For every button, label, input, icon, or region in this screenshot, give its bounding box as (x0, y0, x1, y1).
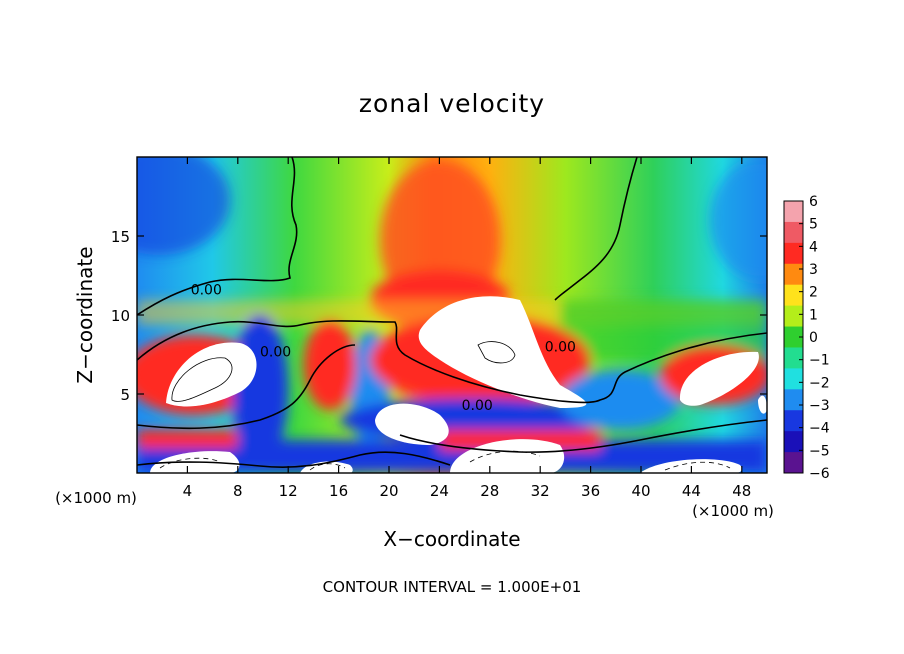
colorbar-segment (784, 242, 803, 265)
colorbar-tick-label: −3 (809, 398, 830, 414)
y-tick-label: 15 (111, 228, 130, 246)
x-tick-label: 20 (379, 482, 398, 500)
x-tick-label: 32 (531, 482, 550, 500)
colorbar-tick-label: 2 (809, 285, 818, 301)
colorbar-tick-label: 3 (809, 262, 818, 278)
x-tick-label: 4 (183, 482, 193, 500)
colorbar-segment (784, 326, 803, 348)
colorbar-segment (784, 389, 803, 411)
contour-label: 0.00 (462, 398, 493, 414)
contour-interval-note: CONTOUR INTERVAL = 1.000E+01 (323, 578, 582, 596)
colorbar-tick-label: 1 (809, 307, 818, 323)
x-unit-right: (×1000 m) (692, 502, 774, 520)
x-axis-ticks: 4 8 12 16 20 24 28 32 36 40 44 48 (183, 157, 751, 500)
x-tick-label: 40 (631, 482, 650, 500)
colorbar-segment (784, 305, 803, 328)
x-tick-label: 24 (430, 482, 449, 500)
y-axis-ticks: 5 10 15 (111, 228, 767, 404)
colorbar-tick-label: −6 (809, 466, 830, 482)
colorbar-tick-label: 0 (809, 330, 818, 346)
colorbar-tick-label: −5 (809, 443, 830, 459)
contour-labels: 0.00 0.00 0.00 0.00 (191, 283, 576, 414)
colorbar: 6 5 4 3 2 1 0 −1 −2 −3 −4 −5 −6 (783, 194, 830, 482)
x-tick-label: 36 (581, 482, 600, 500)
y-tick-label: 10 (111, 307, 130, 325)
colorbar-segment (784, 201, 803, 223)
x-tick-label: 16 (329, 482, 348, 500)
colorbar-tick-label: 5 (809, 217, 818, 233)
x-unit-left: (×1000 m) (55, 489, 137, 507)
y-axis-label: Z−coordinate (73, 246, 97, 383)
chart-title: zonal velocity (359, 89, 545, 118)
colorbar-tick-label: 4 (809, 239, 818, 255)
x-tick-label: 44 (682, 482, 701, 500)
colorbar-segment (784, 410, 803, 432)
x-tick-label: 48 (732, 482, 751, 500)
y-tick-label: 5 (120, 386, 130, 404)
contour-label: 0.00 (260, 344, 291, 360)
colorbar-segment (784, 431, 803, 453)
x-axis-label: X−coordinate (383, 527, 520, 551)
heatmap-field (137, 157, 767, 473)
colorbar-tick-label: −2 (809, 375, 830, 391)
x-tick-label: 12 (279, 482, 298, 500)
contour-label: 0.00 (545, 340, 576, 356)
x-tick-label: 28 (480, 482, 499, 500)
colorbar-segment (784, 452, 803, 474)
contour-label: 0.00 (191, 283, 222, 299)
colorbar-tick-label: −1 (809, 353, 830, 369)
colorbar-tick-label: 6 (809, 194, 818, 210)
colorbar-segment (784, 221, 803, 244)
colorbar-segment (784, 347, 803, 369)
x-tick-label: 8 (233, 482, 243, 500)
colorbar-segment (784, 368, 803, 390)
colorbar-segment (784, 284, 803, 307)
colorbar-segment (784, 263, 803, 286)
colorbar-tick-label: −4 (809, 421, 830, 437)
